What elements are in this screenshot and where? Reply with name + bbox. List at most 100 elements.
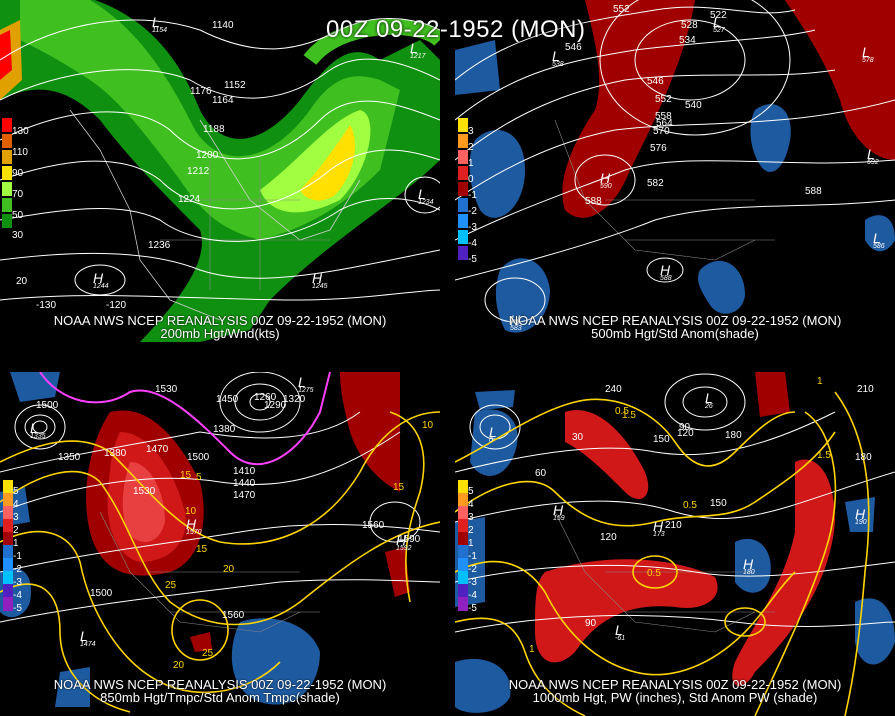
low-center: L -61 bbox=[615, 622, 626, 642]
temp-label: 15 bbox=[196, 544, 208, 555]
contour-label: 1176 bbox=[190, 86, 212, 97]
lon-label: -130 bbox=[36, 300, 57, 311]
legend-label: 1 bbox=[468, 538, 474, 549]
contour-label: 1152 bbox=[224, 80, 246, 91]
height-label: 1590 bbox=[398, 534, 421, 545]
temp-label: 15 bbox=[393, 482, 405, 493]
temp-label: 25 bbox=[165, 580, 177, 591]
map-850mb bbox=[0, 372, 440, 716]
contour-label: 558 bbox=[655, 111, 672, 122]
temp-label: 20 bbox=[173, 660, 185, 671]
pw-label: 1 bbox=[529, 644, 535, 655]
height-label: 1380 bbox=[104, 448, 127, 459]
height-label: 150 bbox=[710, 498, 727, 509]
high-center: H 190 bbox=[855, 506, 867, 526]
height-label: 1450 bbox=[216, 394, 239, 405]
low-center: L 578 bbox=[862, 44, 874, 64]
contour-label: 552 bbox=[655, 94, 672, 105]
low-center: L 527 bbox=[713, 14, 725, 34]
main-title: 00Z 09-22-1952 (MON) bbox=[326, 16, 586, 43]
low-center: L 538 bbox=[552, 48, 564, 68]
map-200mb bbox=[0, 0, 440, 342]
high-center: H 173 bbox=[653, 518, 665, 538]
legend-label: 50 bbox=[12, 210, 24, 221]
height-label: 1530 bbox=[155, 384, 178, 395]
legend-label: -2 bbox=[468, 206, 477, 217]
lon-label: -120 bbox=[106, 300, 127, 311]
height-label: 1470 bbox=[146, 444, 169, 455]
height-label: 1530 bbox=[133, 486, 156, 497]
contour-label: 564 bbox=[656, 118, 673, 129]
legend-label: -3 bbox=[468, 222, 477, 233]
height-label: 1410 bbox=[233, 466, 256, 477]
low-center: L 1217 bbox=[410, 40, 426, 60]
low-center: L 1275 bbox=[298, 374, 314, 394]
contour-label: 540 bbox=[685, 100, 702, 111]
panel-caption: NOAA NWS NCEP REANALYSIS 00Z 09-22-1952 … bbox=[53, 313, 387, 328]
contour-label: 1236 bbox=[148, 240, 171, 251]
legend-label: 2 bbox=[468, 525, 474, 536]
contour-label: 588 bbox=[585, 196, 602, 207]
high-center: H 180 bbox=[743, 556, 755, 576]
legend-label: -4 bbox=[468, 238, 477, 249]
height-label: 90 bbox=[585, 618, 597, 629]
contour-label: 1212 bbox=[187, 166, 210, 177]
legend-label: 4 bbox=[468, 499, 474, 510]
height-label: 1500 bbox=[36, 400, 59, 411]
contour-label: 1164 bbox=[212, 95, 234, 106]
low-center: L 592 bbox=[867, 146, 879, 166]
legend-label: -1 bbox=[468, 551, 477, 562]
contour-label: 528 bbox=[681, 20, 698, 31]
contour-label: 1200 bbox=[196, 150, 219, 161]
legend-label: -5 bbox=[468, 254, 477, 265]
height-label: 1260 bbox=[254, 392, 277, 403]
temp-label: 15 bbox=[180, 470, 192, 481]
legend-label: -4 bbox=[13, 590, 22, 601]
map-500mb bbox=[455, 0, 895, 342]
panel-subcaption: 1000mb Hgt, PW (inches), Std Anom PW (sh… bbox=[532, 690, 818, 705]
height-label: 30 bbox=[572, 432, 584, 443]
low-center: L 1335 bbox=[30, 420, 46, 440]
legend-label: 130 bbox=[12, 126, 29, 137]
contour-label: 576 bbox=[650, 143, 667, 154]
height-label: 1350 bbox=[58, 452, 81, 463]
height-label: 210 bbox=[665, 520, 682, 531]
temp-label: 5 bbox=[196, 472, 202, 483]
low-center: L 26 bbox=[705, 390, 713, 410]
contour-label: 1188 bbox=[203, 124, 225, 135]
panel-1000mb: 5 4 3 2 1 -1 -2 -3 -4 -5 240 210 180 150… bbox=[455, 372, 895, 716]
panel-caption: NOAA NWS NCEP REANALYSIS 00Z 09-22-1952 … bbox=[53, 677, 387, 692]
contour-label: 546 bbox=[647, 76, 664, 87]
high-center: H 159 bbox=[553, 502, 565, 522]
high-center: H 590 bbox=[600, 170, 612, 190]
height-label: 1500 bbox=[90, 588, 113, 599]
low-center: L 1234 bbox=[418, 186, 434, 206]
legend-label: 1 bbox=[468, 158, 474, 169]
legend-label: -5 bbox=[13, 603, 22, 614]
pw-label: 0.5 bbox=[647, 568, 661, 579]
legend-label: 2 bbox=[468, 142, 474, 153]
contour-label: 570 bbox=[653, 126, 670, 137]
height-label: 1320 bbox=[283, 394, 306, 405]
pw-label: 1.5 bbox=[622, 410, 636, 421]
panel-200mb: 130 110 90 70 50 30 1140 1152 1164 1176 … bbox=[0, 0, 440, 342]
pw-label: 1 bbox=[817, 376, 823, 387]
height-label: 1560 bbox=[222, 610, 245, 621]
high-center: H 588 bbox=[660, 262, 672, 282]
height-label: 1290 bbox=[264, 400, 287, 411]
low-center: L 1154 bbox=[152, 14, 168, 34]
temp-label: 10 bbox=[422, 420, 434, 431]
panel-subcaption: 850mb Hgt/Tmpc/Std Anom Tmpc(shade) bbox=[100, 690, 340, 705]
high-center: H 1244 bbox=[93, 270, 109, 290]
height-label: 1440 bbox=[233, 478, 256, 489]
contour-label: 552 bbox=[613, 4, 630, 15]
legend-label: 1 bbox=[13, 538, 19, 549]
legend-label: 0 bbox=[468, 174, 474, 185]
temp-label: 20 bbox=[223, 564, 235, 575]
legend-label: 70 bbox=[12, 189, 24, 200]
legend-label: 110 bbox=[12, 147, 28, 158]
low-center: L 1474 bbox=[80, 628, 96, 648]
legend-label: 3 bbox=[13, 512, 19, 523]
contour-label: 546 bbox=[565, 42, 582, 53]
